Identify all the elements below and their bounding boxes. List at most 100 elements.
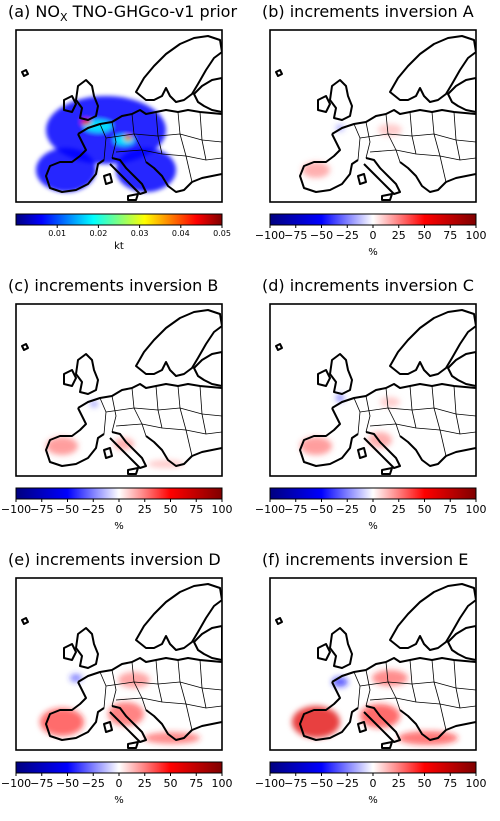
emission-field <box>148 460 184 468</box>
coastline <box>103 447 113 459</box>
colorbar-tick-label: −50 <box>309 777 334 790</box>
coastline <box>317 369 331 387</box>
colorbar-tick-label: 75 <box>443 503 458 516</box>
coastline <box>389 583 476 651</box>
coastline <box>21 69 29 77</box>
coastline <box>331 383 476 409</box>
map-svg <box>269 577 477 776</box>
colorbar-tick-label: 0.03 <box>130 229 149 238</box>
colorbar-tick-label: −100 <box>0 503 32 516</box>
colorbar-tick-label: −50 <box>55 503 80 516</box>
coastline <box>299 407 359 467</box>
coastline <box>135 35 222 103</box>
coastline <box>45 681 105 741</box>
panel-title: (d) increments inversion C <box>262 276 474 295</box>
coastline <box>363 431 401 469</box>
colorbar <box>15 213 223 226</box>
colorbar-unit-label: kt <box>114 241 124 252</box>
panel-title-post: TNO-GHGco-v1 prior <box>67 2 238 21</box>
colorbar-unit-label: % <box>114 795 124 806</box>
colorbar <box>15 487 223 500</box>
panel-d: (d) increments inversion C −100 −75 −50 −25… <box>255 274 500 544</box>
emission-field <box>372 670 408 686</box>
map-svg <box>269 303 477 502</box>
panel-e: (e) increments inversion D −100 −75 −50 −25… <box>1 548 248 818</box>
colorbar-tick-label: −75 <box>30 777 54 790</box>
coastline <box>63 643 77 661</box>
panel-title: (f) increments inversion E <box>262 550 469 569</box>
colorbar-unit-label: % <box>368 795 378 806</box>
colorbar-tick-label: 50 <box>163 503 178 516</box>
panel-title: (e) increments inversion D <box>8 550 221 569</box>
coastline <box>447 351 476 387</box>
coastline <box>63 95 77 113</box>
coastline <box>145 435 222 467</box>
map-frame <box>269 303 477 477</box>
panel-b: (b) increments inversion A −100 −75 −50 −25… <box>255 0 500 270</box>
coastline <box>363 157 401 195</box>
coastline <box>329 627 353 669</box>
colorbar-tick-label: 100 <box>211 503 233 516</box>
colorbar-tick-label: 75 <box>443 229 458 242</box>
colorbar-tick-label: −100 <box>254 503 286 516</box>
colorbar-tick-label: −50 <box>309 229 334 242</box>
coastline <box>317 95 331 113</box>
colorbar-tick-label: 0 <box>369 229 377 242</box>
emission-field <box>116 148 176 192</box>
coastline <box>381 193 393 201</box>
coastline <box>21 343 29 351</box>
colorbar-tick-label: 50 <box>417 777 432 790</box>
coastline <box>317 643 331 661</box>
emission-field <box>378 124 402 136</box>
coastline <box>75 353 99 395</box>
colorbar-tick-label: 0 <box>369 503 377 516</box>
colorbar-tick-label: 0 <box>369 777 377 790</box>
map-svg <box>269 29 477 228</box>
coastline <box>275 617 283 625</box>
coastline <box>389 35 476 103</box>
coastline <box>145 161 222 193</box>
panel-title-sub: X <box>59 11 68 25</box>
coastline <box>103 721 113 733</box>
coastline <box>45 133 105 193</box>
emission-field <box>300 437 332 455</box>
emission-field <box>36 148 96 192</box>
colorbar-tick-label: 0.05 <box>213 229 231 238</box>
colorbar-tick-label: 75 <box>443 777 458 790</box>
colorbar-tick-label: 75 <box>189 503 204 516</box>
colorbar-tick-label: −25 <box>335 229 359 242</box>
coastline <box>21 617 29 625</box>
emission-field <box>380 397 400 407</box>
colorbar-tick-label: −100 <box>0 777 32 790</box>
panel-title-pre: (a) NO <box>8 2 60 21</box>
colorbar-tick-label: −25 <box>81 777 105 790</box>
colorbar-tick-label: −50 <box>309 503 334 516</box>
emission-field <box>70 674 82 682</box>
map-frame <box>15 29 223 203</box>
emission-field <box>302 162 330 178</box>
coastline <box>77 657 222 683</box>
emission-field <box>90 401 98 407</box>
colorbar-tick-label: −75 <box>30 503 54 516</box>
colorbar-tick-label: 100 <box>211 777 233 790</box>
colorbar-tick-label: 0.01 <box>48 229 67 238</box>
coastline <box>63 369 77 387</box>
colorbar-tick-label: 25 <box>391 503 406 516</box>
colorbar-tick-label: −25 <box>335 777 359 790</box>
coastline <box>329 79 353 121</box>
coastline <box>75 627 99 669</box>
colorbar-unit-label: % <box>368 247 378 258</box>
coastline <box>77 109 222 135</box>
colorbar-tick-label: 100 <box>465 229 487 242</box>
colorbar-tick-label: 25 <box>137 503 152 516</box>
coastline <box>135 583 222 651</box>
colorbar-tick-label: −75 <box>284 229 308 242</box>
coastline <box>75 79 99 121</box>
colorbar-tick-label: 100 <box>465 777 487 790</box>
coastline <box>103 173 113 185</box>
colorbar-tick-label: −75 <box>284 503 308 516</box>
coastline <box>399 435 476 467</box>
map-svg <box>15 577 223 776</box>
colorbar-tick-label: −25 <box>81 503 105 516</box>
colorbar-tick-label: 25 <box>137 777 152 790</box>
